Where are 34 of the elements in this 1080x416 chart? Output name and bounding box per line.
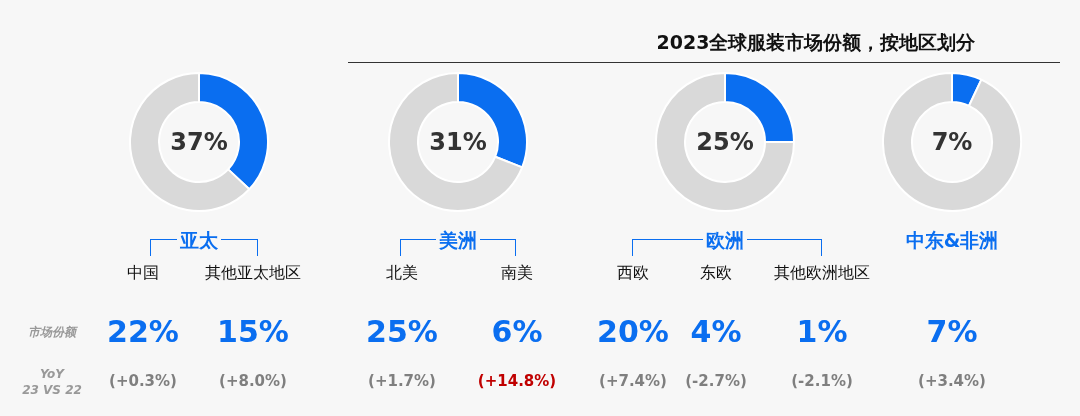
text: (+14.8%) <box>477 372 557 390</box>
text: 20% <box>597 314 669 349</box>
text: 南美 <box>501 263 533 284</box>
text: 美洲 <box>439 228 477 253</box>
text: (+0.3%) <box>109 372 177 390</box>
text: 东欧 <box>700 263 732 284</box>
text: 其他欧洲地区 <box>774 263 870 284</box>
text: (+7.4%) <box>599 372 667 390</box>
text: 37% <box>170 128 228 157</box>
text: 31% <box>429 128 487 157</box>
text: 2023全球服装市场份额，按地区划分 <box>656 30 976 55</box>
text: 欧洲 <box>706 228 744 253</box>
text: 1% <box>796 314 848 349</box>
text: 4% <box>690 314 742 349</box>
text: 亚太 <box>180 228 218 253</box>
text: (+3.4%) <box>918 372 986 390</box>
text: 7% <box>926 314 978 349</box>
text: 25% <box>366 314 438 349</box>
text: 市场份额 <box>28 324 76 340</box>
text: (+8.0%) <box>219 372 287 390</box>
text: (-2.7%) <box>685 372 747 390</box>
text: (-2.1%) <box>791 372 853 390</box>
text: 其他亚太地区 <box>205 263 301 284</box>
text: YoY 23 VS 22 <box>22 366 82 398</box>
text: 25% <box>696 128 754 157</box>
text: 6% <box>491 314 543 349</box>
text: 15% <box>217 314 289 349</box>
text: 北美 <box>386 263 418 284</box>
text: 中国 <box>127 263 159 284</box>
text: 22% <box>107 314 179 349</box>
text: (+1.7%) <box>368 372 436 390</box>
text: 西欧 <box>617 263 649 284</box>
text: 7% <box>931 128 973 157</box>
text: 中东&非洲 <box>905 228 999 253</box>
